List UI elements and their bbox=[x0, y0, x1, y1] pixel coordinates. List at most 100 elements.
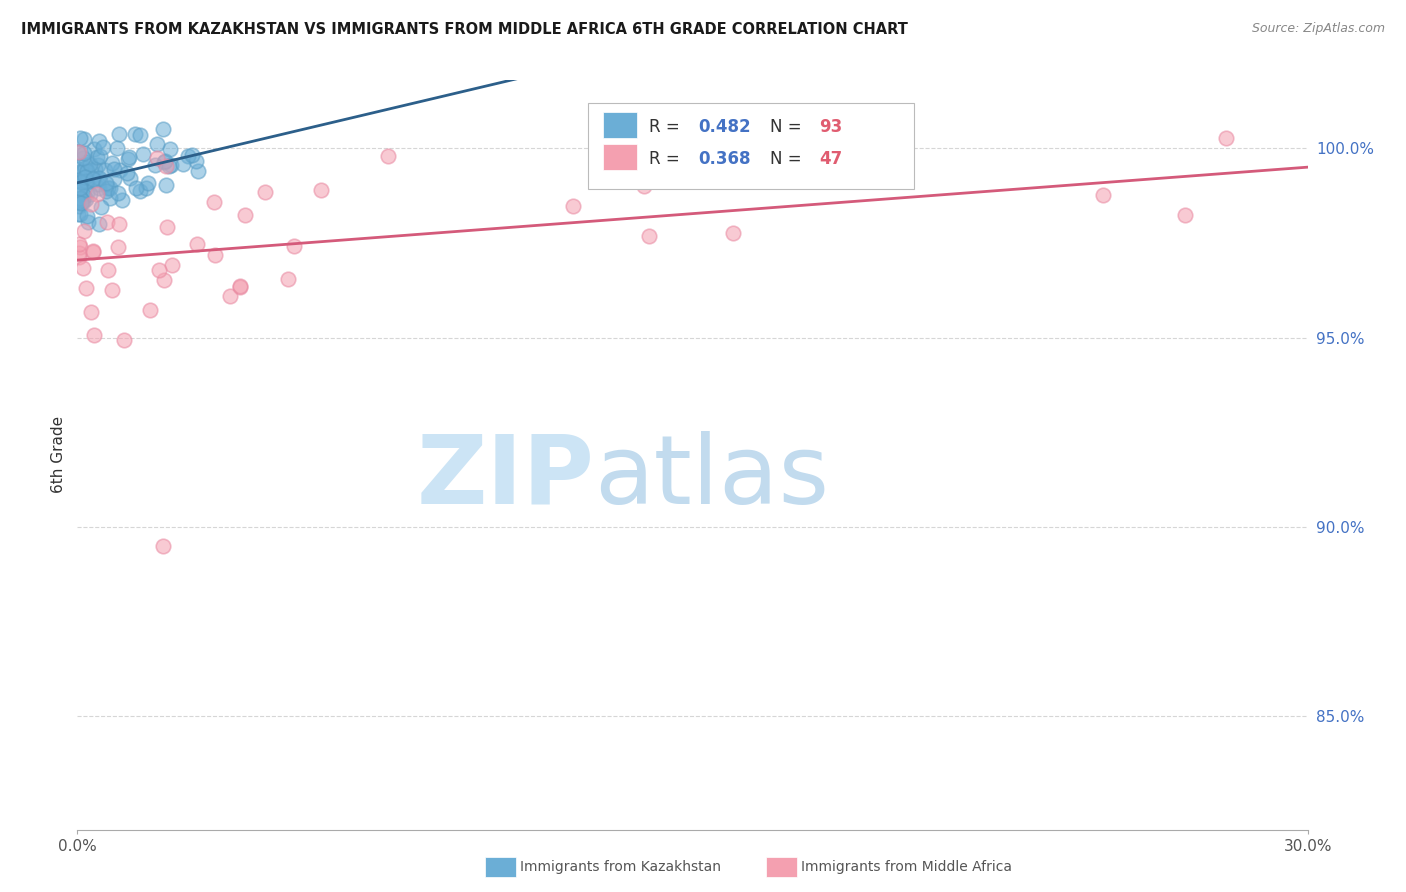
Point bbox=[115, 166, 138, 180]
Point bbox=[82, 172, 104, 186]
Point bbox=[73, 224, 96, 238]
Text: atlas: atlas bbox=[595, 431, 830, 524]
Point bbox=[97, 262, 120, 277]
Point bbox=[107, 186, 129, 201]
Point bbox=[309, 183, 332, 197]
Point bbox=[277, 272, 299, 286]
Point bbox=[67, 173, 90, 187]
Point bbox=[153, 273, 176, 287]
Text: R =: R = bbox=[650, 118, 685, 136]
Text: ZIP: ZIP bbox=[416, 431, 595, 524]
Point bbox=[87, 177, 110, 191]
Point bbox=[96, 184, 118, 198]
Point bbox=[87, 181, 110, 195]
Point bbox=[218, 289, 240, 303]
Point bbox=[80, 164, 103, 178]
Point bbox=[181, 148, 204, 162]
Point bbox=[87, 217, 110, 231]
Point bbox=[128, 184, 150, 198]
Point bbox=[723, 226, 745, 240]
Point bbox=[80, 197, 103, 211]
Text: N =: N = bbox=[770, 150, 807, 168]
Point bbox=[146, 136, 169, 151]
Point bbox=[89, 149, 111, 163]
Point bbox=[76, 174, 98, 188]
FancyBboxPatch shape bbox=[588, 103, 914, 189]
Point bbox=[86, 150, 108, 164]
Point bbox=[96, 214, 118, 228]
Point bbox=[87, 172, 110, 186]
Point bbox=[86, 158, 108, 172]
Point bbox=[155, 153, 177, 168]
FancyBboxPatch shape bbox=[603, 144, 637, 170]
Bar bbox=[766, 857, 797, 877]
Point bbox=[638, 229, 661, 244]
Point bbox=[155, 159, 177, 173]
Point bbox=[75, 155, 97, 169]
Point bbox=[186, 237, 208, 252]
Point bbox=[135, 180, 157, 194]
Point bbox=[89, 134, 111, 148]
Point bbox=[94, 162, 117, 177]
Point bbox=[253, 185, 276, 199]
Point bbox=[101, 283, 124, 297]
Point bbox=[91, 140, 114, 154]
Text: Source: ZipAtlas.com: Source: ZipAtlas.com bbox=[1251, 22, 1385, 36]
Point bbox=[67, 194, 90, 209]
Point bbox=[157, 159, 180, 173]
Point bbox=[98, 191, 121, 205]
Point bbox=[159, 142, 181, 156]
Point bbox=[75, 193, 97, 207]
Point bbox=[76, 215, 98, 229]
Point bbox=[82, 244, 104, 259]
Text: N =: N = bbox=[770, 118, 807, 136]
Point bbox=[76, 174, 98, 188]
Point bbox=[283, 239, 305, 253]
Point bbox=[70, 194, 93, 208]
Point bbox=[107, 218, 129, 232]
Point bbox=[69, 191, 91, 205]
Point bbox=[103, 161, 125, 176]
Point bbox=[67, 236, 90, 251]
Point bbox=[111, 194, 134, 208]
Point bbox=[67, 162, 90, 177]
Point bbox=[136, 176, 159, 190]
Point bbox=[176, 149, 198, 163]
Point bbox=[70, 164, 93, 178]
Point bbox=[69, 131, 91, 145]
Point bbox=[229, 280, 252, 294]
Point bbox=[96, 176, 118, 190]
Point bbox=[76, 209, 98, 223]
Point bbox=[67, 188, 90, 202]
Point bbox=[67, 172, 90, 186]
Point bbox=[103, 171, 125, 186]
Point bbox=[75, 161, 97, 176]
Text: 0.482: 0.482 bbox=[699, 118, 751, 136]
Point bbox=[84, 161, 107, 176]
Point bbox=[172, 157, 194, 171]
Point bbox=[67, 199, 90, 213]
Point bbox=[67, 145, 90, 159]
Point bbox=[89, 170, 111, 185]
Point bbox=[118, 170, 141, 185]
Point bbox=[112, 333, 135, 347]
Point bbox=[1091, 187, 1114, 202]
Text: Immigrants from Middle Africa: Immigrants from Middle Africa bbox=[801, 860, 1012, 874]
Point bbox=[97, 181, 120, 195]
Point bbox=[118, 149, 141, 163]
Point bbox=[633, 179, 655, 194]
Point bbox=[187, 164, 209, 178]
Point bbox=[72, 194, 94, 209]
Point bbox=[148, 263, 170, 277]
Point bbox=[117, 152, 139, 166]
Point bbox=[377, 148, 399, 162]
Point bbox=[72, 261, 94, 276]
Point bbox=[69, 174, 91, 188]
Point bbox=[90, 200, 112, 214]
FancyBboxPatch shape bbox=[603, 112, 637, 138]
Text: R =: R = bbox=[650, 150, 685, 168]
Text: 47: 47 bbox=[820, 150, 842, 168]
Point bbox=[73, 188, 96, 202]
Point bbox=[67, 146, 90, 161]
Point bbox=[98, 181, 121, 195]
